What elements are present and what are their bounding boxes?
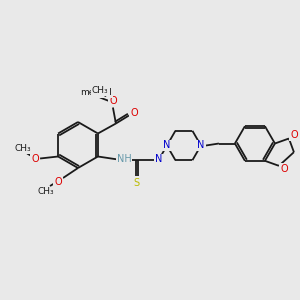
Text: O: O [109,95,117,106]
Text: N: N [163,140,171,151]
Text: O: O [130,109,138,118]
Text: S: S [134,178,140,188]
Text: O: O [290,130,298,140]
Text: O: O [280,164,288,174]
Text: O: O [31,154,39,164]
Text: CH₃: CH₃ [15,144,32,153]
Text: N: N [197,140,205,151]
Text: CH₃: CH₃ [92,86,108,95]
Text: methyl: methyl [80,88,112,97]
Text: NH: NH [116,154,131,164]
Text: CH₃: CH₃ [38,188,54,196]
Text: N: N [155,154,163,164]
Text: O: O [54,177,62,187]
